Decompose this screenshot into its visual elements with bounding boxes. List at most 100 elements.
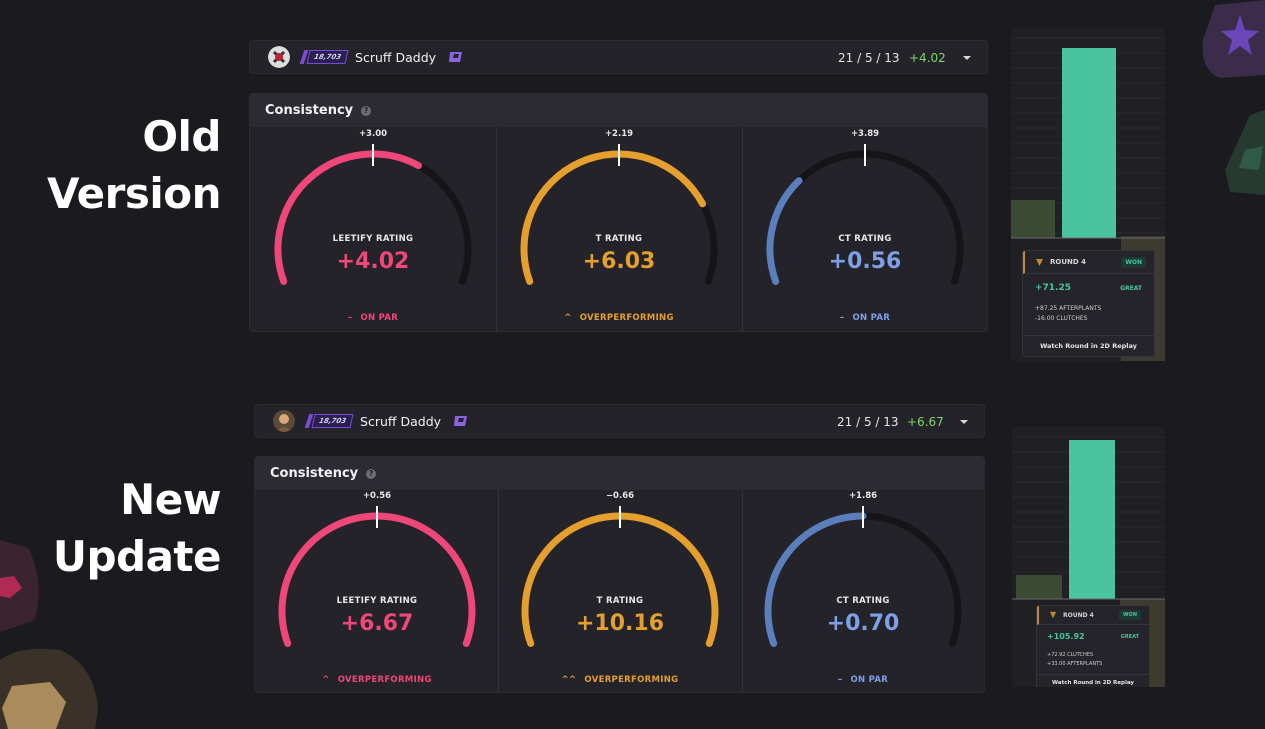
gauge-status: ^ OVERPERFORMING bbox=[277, 675, 477, 685]
question-icon[interactable]: ? bbox=[366, 468, 377, 479]
dash-icon: – bbox=[837, 675, 843, 685]
round-grade: GREAT bbox=[1120, 634, 1139, 640]
gauge-marker-value: +3.89 bbox=[850, 129, 880, 139]
gauge-fill bbox=[520, 150, 707, 285]
round-detail: +72.92 CLUTCHES bbox=[1047, 652, 1094, 658]
new-label-line-2: Update bbox=[52, 532, 222, 581]
gauge-marker-value: −0.66 bbox=[605, 491, 635, 501]
gauge-value: +0.70 bbox=[826, 611, 900, 636]
gauge-status: – ON PAR bbox=[765, 313, 965, 323]
won-badge: WON bbox=[1119, 610, 1141, 620]
panel-header: Consistency ? bbox=[255, 457, 984, 490]
leetify-pro-icon bbox=[449, 52, 463, 62]
player-name[interactable]: Scruff Daddy bbox=[360, 413, 442, 429]
chart-bar[interactable] bbox=[1011, 200, 1055, 238]
gauge-arc bbox=[521, 506, 719, 647]
player-name[interactable]: Scruff Daddy bbox=[355, 49, 437, 65]
column-divider bbox=[498, 490, 499, 692]
gauge-status-text: OVERPERFORMING bbox=[584, 675, 679, 685]
round-detail: +87.25 AFTERPLANTS bbox=[1035, 305, 1102, 312]
question-icon[interactable]: ? bbox=[361, 105, 372, 116]
round-title: ROUND 4 bbox=[1063, 611, 1094, 619]
old-label-line-2: Version bbox=[46, 169, 222, 218]
gauge-value: +0.56 bbox=[828, 249, 902, 274]
panel-title: Consistency bbox=[270, 466, 359, 481]
panel-header: Consistency ? bbox=[250, 94, 987, 127]
chevron-up-icon: ^ bbox=[322, 675, 330, 685]
bomb-icon bbox=[1049, 611, 1057, 619]
gauge-value: +6.67 bbox=[340, 611, 414, 636]
chart-bar[interactable] bbox=[1069, 440, 1115, 599]
round-card-header: ROUND 4 WON bbox=[1023, 251, 1154, 274]
chevron-down-icon[interactable] bbox=[963, 56, 971, 60]
rating-diff: +4.02 bbox=[909, 51, 946, 65]
gauge-marker-value: +3.00 bbox=[358, 129, 388, 139]
watch-replay-button[interactable]: Watch Round in 2D Replay bbox=[1023, 335, 1154, 356]
bomb-icon bbox=[1036, 258, 1043, 266]
dash-icon: – bbox=[839, 313, 845, 323]
dash-icon: – bbox=[347, 313, 353, 323]
new-player-row[interactable]: 18,703 Scruff Daddy 21 / 5 / 13 +6.67 bbox=[254, 404, 985, 438]
gauge-status-text: OVERPERFORMING bbox=[337, 675, 432, 685]
rating-diff: +6.67 bbox=[907, 415, 944, 429]
round-card-header: ROUND 4 WON bbox=[1037, 606, 1149, 625]
new-round-chart: ROUND 4 WON +105.92 GREAT +72.92 CLUTCHE… bbox=[1012, 427, 1165, 687]
column-divider bbox=[496, 127, 497, 331]
round-score: +105.92 bbox=[1047, 632, 1085, 641]
old-label-line-1: Old bbox=[142, 112, 221, 161]
column-divider bbox=[742, 127, 743, 331]
gauge-fill bbox=[274, 150, 422, 285]
leetify-pro-icon bbox=[454, 416, 468, 426]
kda-score: 21 / 5 / 13 bbox=[838, 51, 900, 65]
player-avatar bbox=[268, 46, 290, 68]
gauge-value: +10.16 bbox=[575, 611, 665, 636]
won-badge: WON bbox=[1121, 257, 1146, 268]
rank-badge: 18,703 bbox=[304, 414, 354, 428]
kda-score: 21 / 5 / 13 bbox=[837, 415, 899, 429]
decor-star-shape bbox=[1202, 0, 1265, 78]
panel-title: Consistency bbox=[265, 103, 354, 118]
old-round-chart: ROUND 4 WON +71.25 GREAT +87.25 AFTERPLA… bbox=[1011, 28, 1165, 361]
chart-bar[interactable] bbox=[1016, 575, 1062, 599]
gauge-arc bbox=[274, 144, 472, 285]
round-tooltip-card: ROUND 4 WON +71.25 GREAT +87.25 AFTERPLA… bbox=[1022, 250, 1155, 357]
rank-value: 18,703 bbox=[318, 417, 347, 425]
gauge-status: – ON PAR bbox=[273, 313, 473, 323]
old-player-row[interactable]: 18,703 Scruff Daddy 21 / 5 / 13 +4.02 bbox=[249, 40, 988, 74]
chevron-up-icon: ^^ bbox=[561, 675, 577, 685]
new-consistency-panel: Consistency ? +0.56 LEETIFY RATING +6.67 ^ O… bbox=[254, 456, 985, 693]
gauge-label: CT RATING bbox=[838, 234, 892, 244]
gauge-value: +6.03 bbox=[582, 249, 656, 274]
gauge-label: LEETIFY RATING bbox=[332, 234, 414, 244]
chevron-down-icon[interactable] bbox=[960, 420, 968, 424]
gauge-arc bbox=[520, 144, 718, 285]
gauge-marker-value: +2.19 bbox=[604, 129, 634, 139]
column-divider bbox=[742, 490, 743, 692]
gauge-arc bbox=[278, 506, 476, 647]
gauge-status-text: ON PAR bbox=[850, 675, 889, 685]
new-label-line-1: New bbox=[120, 475, 221, 524]
old-version-label: Old Version bbox=[46, 108, 222, 222]
gauge-status-text: ON PAR bbox=[360, 313, 399, 323]
old-consistency-panel: Consistency ? +3.00 LEETIFY RATING +4.02– O… bbox=[249, 93, 988, 332]
round-title: ROUND 4 bbox=[1050, 258, 1087, 266]
gauge-value: +4.02 bbox=[336, 249, 410, 274]
gauge-fill bbox=[764, 512, 867, 647]
round-detail: -16.00 CLUTCHES bbox=[1035, 315, 1088, 322]
gauge-label: T RATING bbox=[595, 234, 643, 244]
round-grade: GREAT bbox=[1120, 285, 1142, 292]
round-detail: +33.00 AFTERPLANTS bbox=[1047, 661, 1103, 667]
watch-replay-button[interactable]: Watch Round in 2D Replay bbox=[1037, 674, 1149, 687]
rank-badge: 18,703 bbox=[299, 50, 349, 64]
decor-green-shape bbox=[1225, 110, 1265, 195]
chart-bar[interactable] bbox=[1062, 48, 1116, 238]
gauge-status: ^^ OVERPERFORMING bbox=[520, 675, 720, 685]
gauge-status: ^ OVERPERFORMING bbox=[519, 313, 719, 323]
gauge-fill bbox=[766, 177, 803, 285]
round-tooltip-card: ROUND 4 WON +105.92 GREAT +72.92 CLUTCHE… bbox=[1036, 605, 1150, 687]
gauge-label: LEETIFY RATING bbox=[336, 596, 418, 606]
gauge-marker-value: +1.86 bbox=[848, 491, 878, 501]
gauge-arc bbox=[766, 144, 964, 285]
gauge-label: CT RATING bbox=[836, 596, 890, 606]
player-avatar bbox=[273, 410, 295, 432]
